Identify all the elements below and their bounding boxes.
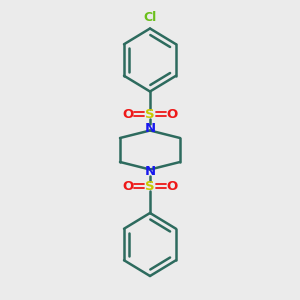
Text: S: S	[145, 107, 155, 121]
Text: S: S	[145, 179, 155, 193]
Text: Cl: Cl	[143, 11, 157, 24]
Text: N: N	[144, 122, 156, 135]
Text: O: O	[123, 179, 134, 193]
Text: O: O	[166, 179, 177, 193]
Text: N: N	[144, 165, 156, 178]
Text: O: O	[166, 107, 177, 121]
Text: O: O	[123, 107, 134, 121]
